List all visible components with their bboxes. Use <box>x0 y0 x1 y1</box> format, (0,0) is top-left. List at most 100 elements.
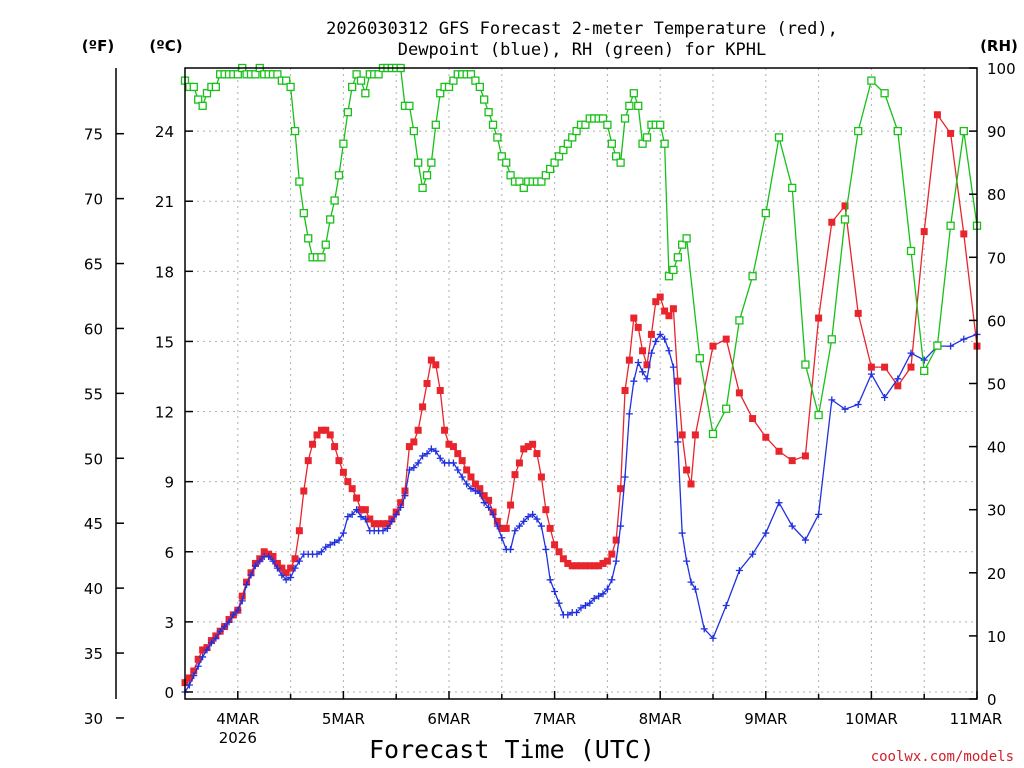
axes: 30 35 40 45 50 55 60 65 70 75 0 3 6 9 12 15 18 21 24 0 10 20 3… <box>84 60 1016 747</box>
rh-point <box>466 70 476 79</box>
temp-point <box>238 592 246 600</box>
rh-point <box>581 120 590 129</box>
rh-point <box>572 126 581 136</box>
temp-point <box>383 520 391 528</box>
temp-point <box>652 298 660 306</box>
c-tick-label: 12 <box>155 404 174 422</box>
temp-point <box>401 487 409 495</box>
rh-point <box>317 253 326 262</box>
temp-point <box>665 312 673 320</box>
temp-point <box>309 440 317 448</box>
temp-point <box>762 433 770 441</box>
temp-point <box>375 520 383 528</box>
rh-point <box>321 240 330 249</box>
temp-point <box>960 230 968 238</box>
rh-point <box>612 152 621 161</box>
c-tick-label: 3 <box>164 614 174 632</box>
rh-point <box>546 164 555 174</box>
temp-point <box>331 443 339 451</box>
rh-point <box>603 120 612 129</box>
temp-point <box>568 562 576 570</box>
temp-point <box>436 387 444 395</box>
rh-point <box>708 429 718 439</box>
dewpoint-point <box>577 604 585 612</box>
temp-point <box>441 426 449 434</box>
temp-point <box>546 524 554 532</box>
dewpoint-point <box>256 557 264 565</box>
x-tick-label: 11MAR <box>950 710 1003 728</box>
dewpoint-point <box>458 473 466 481</box>
x-year-label: 2026 <box>219 729 257 747</box>
dewpoint-point <box>493 522 501 530</box>
rh-point <box>735 316 744 325</box>
dewpoint-point <box>423 450 431 458</box>
dewpoint-point <box>586 599 594 607</box>
temp-point <box>397 499 405 507</box>
dewpoint-point <box>647 349 655 357</box>
rh-point <box>673 253 682 262</box>
dewpoint-point <box>590 595 598 603</box>
rh-point <box>642 133 652 142</box>
x-axis-title: Forecast Time (UTC) <box>369 735 655 764</box>
rh-point <box>304 234 313 243</box>
temp-point <box>498 524 506 532</box>
dewpoint-point <box>485 503 493 511</box>
rh-point <box>563 139 572 148</box>
c-tick-label: 0 <box>164 684 174 702</box>
rh-point <box>189 82 198 92</box>
temp-point <box>933 111 941 119</box>
dewpoint-point <box>674 438 682 446</box>
f-tick-label: 75 <box>84 126 103 144</box>
dewpoint-point <box>652 337 660 345</box>
rh-point <box>761 208 770 218</box>
rh-point <box>788 183 797 193</box>
c-tick-label: 24 <box>155 123 174 141</box>
dewpoint-point <box>630 377 638 385</box>
temp-point <box>326 431 334 439</box>
dewpoint-point <box>542 545 550 553</box>
dewpoint-point <box>419 452 427 460</box>
dewpoint-point <box>273 564 281 572</box>
temp-point <box>366 515 374 523</box>
dewpoint-point <box>621 473 629 481</box>
dewpoint-point <box>480 499 488 507</box>
dewpoint-point <box>216 627 224 635</box>
dewpoint-point <box>700 625 708 633</box>
temp-point <box>313 431 321 439</box>
temp-point <box>854 309 862 317</box>
dewpoint-point <box>788 522 796 530</box>
rh-point <box>634 101 643 111</box>
dewpoint-point <box>665 347 673 355</box>
dewpoint-point <box>185 681 193 689</box>
temp-point <box>353 494 361 502</box>
rh-point <box>559 145 568 155</box>
rh-point <box>295 177 304 186</box>
temp-point <box>881 363 889 371</box>
temp-point <box>485 496 493 504</box>
chart-title-line1: 2026030312 GFS Forecast 2-meter Temperat… <box>326 19 838 39</box>
temp-point <box>678 431 686 439</box>
c-tick-label: 9 <box>164 474 174 492</box>
temp-point <box>894 382 902 390</box>
temp-point <box>749 415 757 423</box>
dewpoint-point <box>841 405 849 413</box>
temp-point <box>612 536 620 544</box>
temp-point <box>788 457 796 465</box>
dewpoint-point <box>238 597 246 605</box>
rh-point <box>449 76 458 85</box>
rh-point <box>550 158 559 167</box>
temp-point <box>190 667 198 675</box>
rh-tick-label: 60 <box>987 312 1006 330</box>
dewpoint-point <box>229 611 237 619</box>
temp-point <box>269 552 277 560</box>
dewpoint-point <box>581 602 589 610</box>
temp-point <box>669 305 677 313</box>
dewpoint-point <box>617 522 625 530</box>
f-tick-label: 70 <box>84 191 103 209</box>
temp-point <box>335 457 343 465</box>
rh-point <box>660 139 669 148</box>
f-tick-label: 50 <box>84 450 103 468</box>
dewpoint-point <box>867 370 875 378</box>
rh-tick-label: 30 <box>987 502 1006 520</box>
